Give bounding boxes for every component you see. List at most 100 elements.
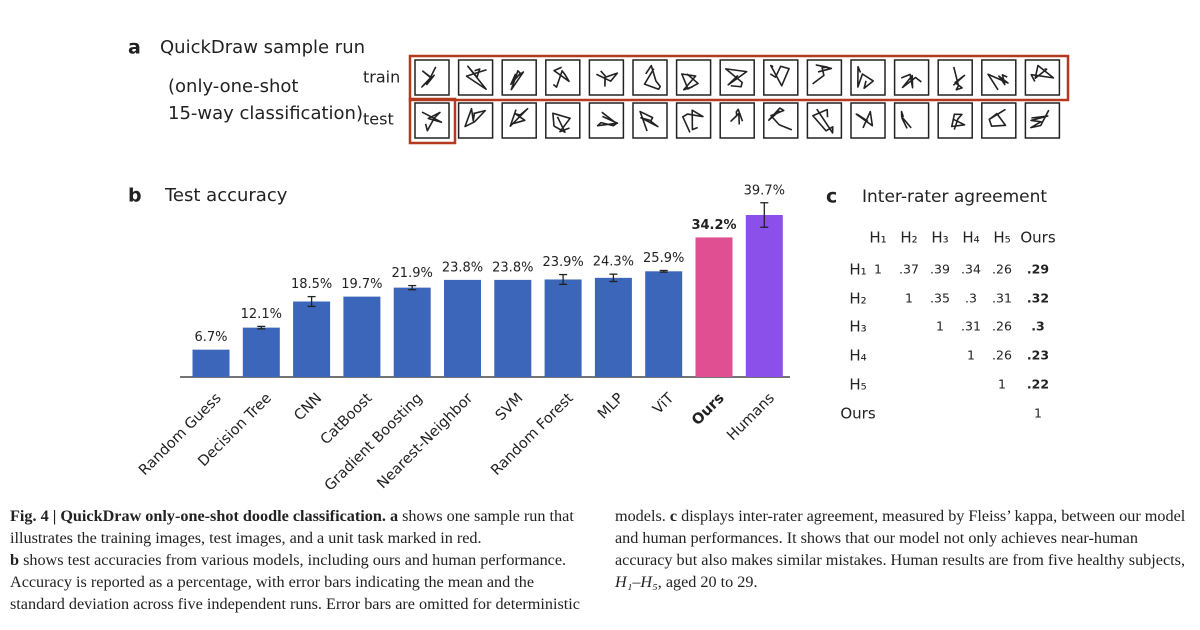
doodle	[769, 64, 790, 87]
panel-label: a	[128, 37, 141, 59]
doodle	[900, 110, 912, 129]
table-cell: .3	[1031, 319, 1044, 334]
doodle	[421, 66, 437, 88]
doodle	[643, 64, 662, 91]
row-header: H₄	[849, 347, 866, 365]
doodle-frame	[806, 102, 843, 139]
table-cell: .32	[1027, 291, 1049, 306]
value-label: 25.9%	[643, 251, 684, 266]
doodle	[855, 110, 874, 129]
doodle	[552, 66, 570, 88]
doodle-frame	[850, 59, 886, 96]
doodle	[552, 112, 571, 133]
doodle-frame	[719, 59, 755, 96]
value-label: 19.7%	[341, 277, 382, 292]
doodle-frame	[1024, 102, 1061, 139]
doodle-frame	[457, 102, 494, 139]
table-cell: .37	[899, 262, 919, 277]
row-label: test	[363, 110, 394, 129]
doodle	[510, 70, 525, 91]
x-tick-label: SVM	[493, 390, 527, 424]
table-cell: .39	[930, 262, 950, 277]
doodle	[812, 64, 833, 85]
value-label: 34.2%	[691, 218, 736, 233]
table-cell: 1	[874, 262, 882, 277]
doodle-frame	[719, 102, 755, 139]
doodle	[900, 73, 922, 89]
doodle	[768, 107, 793, 131]
caption-ref: c	[669, 507, 678, 525]
column-header: H₄	[962, 229, 979, 247]
caption-text: shows one sample run that illustrates th…	[10, 507, 574, 547]
column-header: H₅	[993, 229, 1010, 247]
caption-subjects: H₁–H₅	[615, 573, 658, 591]
table-cell: .31	[992, 291, 1012, 306]
value-label: 39.7%	[744, 183, 785, 198]
doodle-frame	[414, 59, 450, 96]
doodle	[509, 107, 529, 128]
bar	[645, 271, 683, 377]
panel-subtitle: (only-one-shot	[168, 76, 298, 97]
bar	[494, 279, 532, 377]
x-tick-label: MLP	[595, 390, 627, 422]
table-title: Inter-rater agreement	[862, 187, 1047, 207]
bar	[393, 287, 431, 377]
doodle-grid	[414, 59, 1061, 139]
x-tick-label: ViT	[650, 390, 677, 417]
row-header: Ours	[840, 405, 875, 423]
doodle	[950, 113, 966, 130]
value-label: 23.8%	[442, 260, 483, 275]
x-tick-label: Nearest-Neighbor	[374, 390, 476, 492]
doodle-frame	[675, 102, 712, 139]
doodle-frame	[1024, 59, 1061, 96]
doodle-frame	[457, 59, 494, 96]
doodle-frame	[981, 59, 1017, 96]
caption-text: , aged 20 to 29.	[657, 573, 758, 591]
doodle-frame	[893, 59, 930, 96]
table-cell: .31	[961, 319, 981, 334]
doodle	[1030, 109, 1050, 129]
value-label: 6.7%	[194, 330, 227, 345]
table-cell: .26	[992, 348, 1012, 363]
table-cell: .29	[1027, 262, 1049, 277]
value-label: 18.5%	[291, 277, 332, 292]
doodle-frame	[588, 102, 625, 139]
doodle	[680, 73, 699, 91]
doodle	[730, 108, 744, 125]
doodle	[596, 111, 619, 127]
table-cell: 1	[998, 377, 1006, 392]
doodle	[682, 109, 704, 133]
caption-ref: a	[389, 507, 399, 525]
doodle-frame	[545, 59, 581, 96]
row-header: H₅	[849, 376, 866, 394]
doodle	[952, 66, 966, 91]
panel-title: QuickDraw sample run	[160, 37, 365, 58]
table-cell: .26	[992, 319, 1012, 334]
column-header: H₃	[931, 229, 948, 247]
table-cell: .35	[930, 291, 950, 306]
value-label: 24.3%	[593, 255, 634, 270]
doodle-frame	[763, 59, 799, 96]
table-cell: .34	[961, 262, 981, 277]
chart-title: Test accuracy	[164, 185, 288, 206]
doodle-frame	[806, 59, 843, 96]
table-cell: 1	[1034, 406, 1042, 421]
doodle	[465, 65, 487, 91]
column-header: H₁	[869, 229, 886, 247]
panel-label: b	[128, 185, 142, 207]
doodle-frame	[937, 59, 973, 96]
doodle	[1030, 64, 1055, 82]
doodle	[639, 110, 659, 132]
row-header: H₃	[849, 318, 866, 336]
row-header: H₂	[849, 290, 866, 308]
table-cell: .26	[992, 262, 1012, 277]
doodle	[988, 108, 1007, 128]
x-tick-label: Random Guess	[136, 390, 224, 478]
doodle-frame	[501, 59, 537, 96]
column-header: Ours	[1020, 229, 1055, 247]
doodle-frame	[937, 102, 973, 139]
doodle	[724, 68, 748, 88]
caption-ref: b	[10, 551, 20, 569]
table-cell: .3	[965, 291, 977, 306]
